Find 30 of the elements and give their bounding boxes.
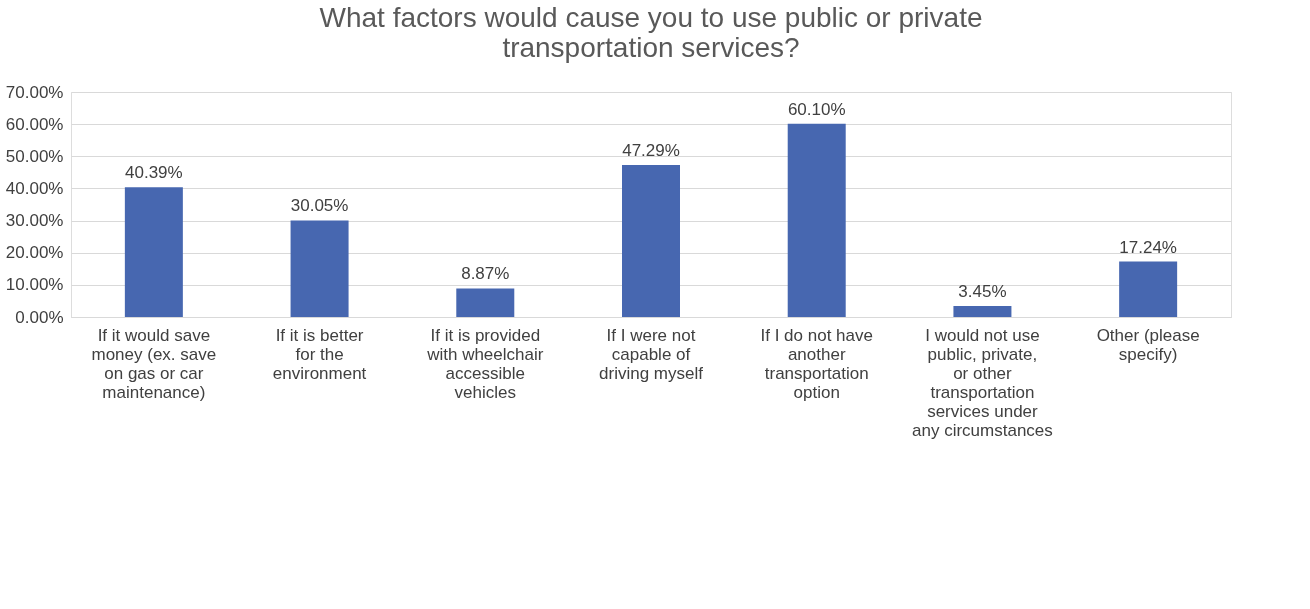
data-label: 8.87% xyxy=(461,264,510,284)
data-label: 30.05% xyxy=(290,196,349,216)
bar xyxy=(953,305,1012,317)
bar xyxy=(456,288,515,317)
y-tick-label: 20.00% xyxy=(5,243,64,263)
x-tick-label: Other (please specify) xyxy=(1096,325,1200,364)
bar xyxy=(622,165,680,317)
y-tick-label: 10.00% xyxy=(5,275,64,295)
bar xyxy=(290,220,349,317)
bar xyxy=(787,123,846,317)
chart-title: What factors would cause you to use public or private transportation services? xyxy=(319,2,983,63)
data-label: 40.39% xyxy=(125,163,183,183)
y-tick-label: 60.00% xyxy=(5,114,64,134)
x-tick-label: If it is provided with wheelchair accessible vehicles xyxy=(426,325,544,402)
x-tick-label: If I were not capable of driving myself xyxy=(599,325,704,383)
data-label: 47.29% xyxy=(622,141,680,160)
x-tick-label: If I do not have another transportation option xyxy=(760,325,873,402)
x-tick-label: If it would save money (ex. save on gas or car maintenance) xyxy=(91,325,217,402)
y-tick-label: 40.00% xyxy=(5,178,64,198)
data-label: 60.10% xyxy=(787,99,846,119)
x-tick-label: I would not use public, private, or other transportation services under any circumstances xyxy=(912,325,1053,440)
data-label: 3.45% xyxy=(958,281,1007,301)
y-tick-label: 70.00% xyxy=(5,82,64,102)
data-label: 17.24% xyxy=(1119,237,1177,257)
y-tick-label: 50.00% xyxy=(5,146,64,166)
bar xyxy=(124,187,183,317)
bar xyxy=(1119,261,1178,317)
x-tick-label: If it is better for the environment xyxy=(272,325,367,383)
y-tick-label: 30.00% xyxy=(5,211,64,231)
y-tick-label: 0.00% xyxy=(15,307,64,327)
